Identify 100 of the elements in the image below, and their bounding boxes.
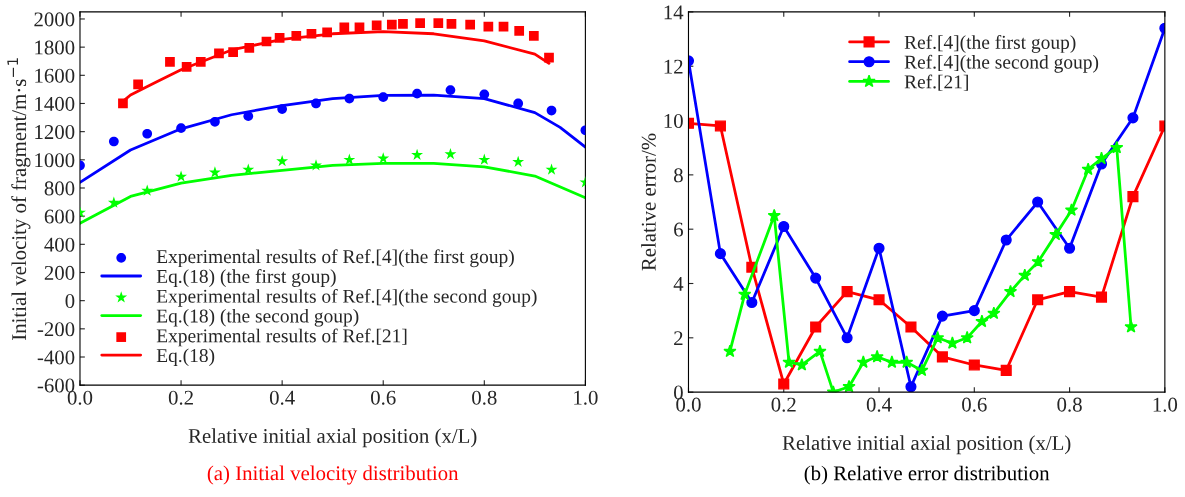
point: [433, 18, 444, 29]
legend-label: Eq.(18) (the second goup): [156, 308, 359, 327]
point: [228, 47, 238, 57]
point: [1064, 203, 1079, 216]
y-tick-label: 14: [664, 5, 684, 20]
point: [306, 28, 317, 39]
text: (b) Relative error distribution: [804, 465, 1050, 485]
x-tick-label: 0.4: [269, 390, 295, 405]
legend-label: Experimental results of Ref.[21]: [156, 328, 407, 347]
legend-label: Ref.[4](the second goup): [904, 54, 1099, 73]
legend-label: Ref.[21]: [904, 74, 968, 91]
x-tick-label: 0.8: [1057, 397, 1082, 412]
y-tick-label: 800: [44, 181, 75, 196]
point: [975, 314, 989, 328]
point: [1110, 140, 1124, 154]
y-tick-label: 8: [674, 168, 683, 183]
y-tick-label: 6: [674, 222, 683, 237]
point: [108, 136, 119, 147]
point: [378, 92, 389, 102]
point: [411, 148, 424, 160]
point: [483, 21, 494, 32]
point: [512, 155, 525, 167]
point: [277, 104, 288, 114]
y-axis-title: Initial velocity of fragment/m·s$^{−1}$: [7, 58, 31, 340]
point: [415, 18, 425, 29]
y-tick-label: 200: [44, 265, 75, 280]
x-tick-label: 0.6: [371, 390, 396, 405]
point: [165, 57, 175, 67]
point: [377, 152, 390, 164]
legend-label: Eq.(18): [156, 348, 215, 367]
point: [339, 22, 350, 33]
point: [142, 128, 153, 139]
point: [1127, 112, 1139, 124]
point: [513, 98, 524, 109]
y-tick-label: 0: [65, 294, 75, 309]
point: [243, 111, 254, 122]
point: [528, 31, 539, 41]
x-tick-label: 0.4: [866, 397, 892, 412]
point: [546, 105, 557, 116]
point: [1018, 268, 1032, 282]
point: [900, 355, 914, 369]
point: [714, 120, 726, 132]
point: [960, 330, 974, 344]
point: [445, 85, 456, 95]
point: [276, 154, 289, 167]
text: (a) Initial velocity distribution: [207, 465, 459, 485]
point: [936, 310, 948, 322]
point: [885, 355, 899, 369]
point: [968, 305, 980, 317]
point: [915, 363, 929, 377]
point: [465, 19, 476, 30]
legend-label: Experimental results of Ref.[4](the second goup): [156, 288, 537, 307]
y-tick-label: 1400: [35, 96, 75, 111]
x-axis-title: Relative initial axial position (x/L): [782, 435, 1071, 455]
y-tick-label: 10: [664, 113, 683, 128]
point: [767, 208, 781, 222]
point: [274, 33, 285, 43]
x-tick-label: 1.0: [1153, 397, 1178, 412]
point: [118, 98, 128, 109]
y-tick-label: 2: [674, 331, 683, 346]
point: [905, 321, 917, 333]
point: [1064, 242, 1076, 254]
point: [723, 344, 737, 358]
point: [244, 42, 255, 53]
x-axis-title: Relative initial axial position (x/L): [188, 428, 477, 448]
point: [343, 153, 356, 165]
point: [738, 287, 752, 301]
y-tick-label: 600: [44, 209, 75, 224]
y-tick-label: 1800: [35, 40, 75, 55]
point: [810, 321, 822, 333]
point: [987, 306, 1001, 320]
point: [841, 286, 853, 298]
point: [386, 19, 397, 30]
point: [412, 88, 422, 99]
y-tick-label: 2000: [34, 12, 75, 27]
point: [195, 57, 206, 67]
point: [968, 359, 980, 371]
y-tick-label: 1200: [35, 125, 75, 140]
point: [514, 26, 525, 36]
point: [930, 330, 945, 344]
point: [810, 272, 822, 284]
point: [813, 344, 827, 358]
x-tick-label: 0.2: [168, 390, 193, 405]
point: [1095, 291, 1108, 303]
point: [344, 93, 355, 104]
point: [322, 27, 332, 38]
x-tick-label: 0.8: [472, 390, 497, 405]
point: [176, 123, 186, 133]
point: [714, 248, 726, 260]
legend-label: Eq.(18) (the first goup): [156, 269, 336, 287]
point: [1127, 191, 1139, 203]
point: [498, 21, 509, 32]
point: [1000, 364, 1012, 376]
point: [398, 19, 408, 29]
point: [210, 116, 220, 127]
y-tick-label: 12: [664, 59, 683, 74]
y-tick-label: 400: [44, 237, 75, 252]
point: [856, 355, 870, 369]
y-tick-label: 1600: [35, 68, 75, 83]
y-axis-title: Relative error/%: [641, 133, 656, 271]
